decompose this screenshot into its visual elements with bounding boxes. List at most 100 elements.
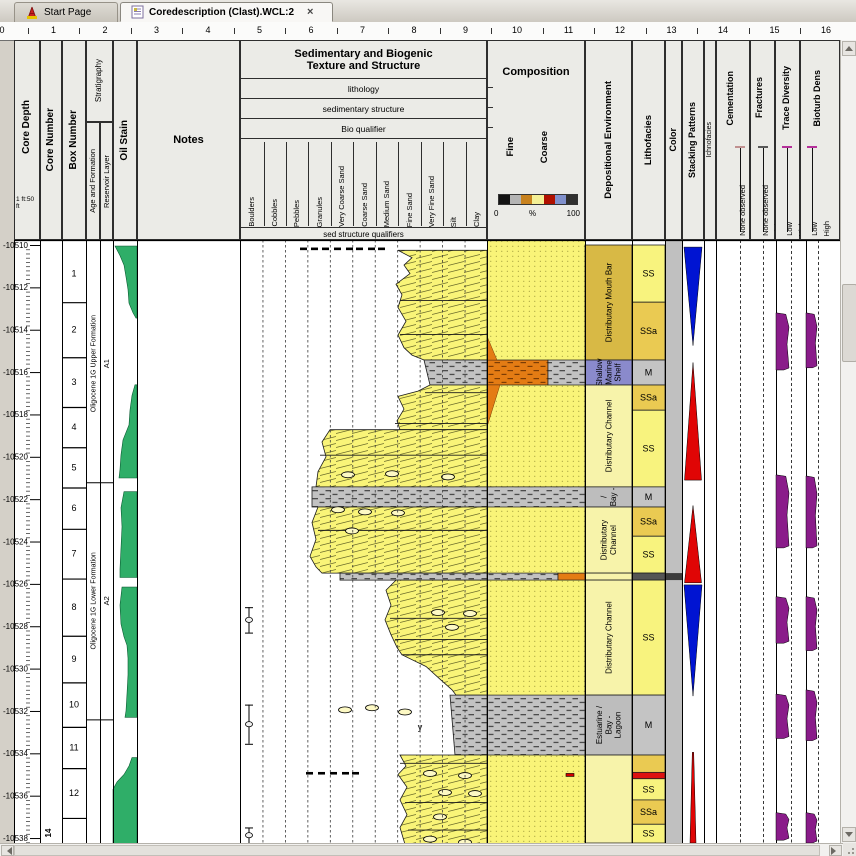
legend-color-swatch [565,195,577,204]
row-sed-structure-qualifiers: sed structure qualifiers [241,227,486,239]
svg-text:-10534: -10534 [3,749,28,758]
ruler-tick [388,28,390,34]
tab-start-page[interactable]: Start Page [14,2,118,22]
svg-text:1: 1 [71,269,76,279]
measure-title: Bioturb Dens [812,69,822,127]
svg-text:M: M [645,368,653,378]
grain-divider [465,142,467,226]
resize-grip[interactable] [843,843,856,856]
svg-text:SS: SS [642,829,654,839]
svg-text:-10524: -10524 [3,537,28,546]
composition-legend [498,194,578,205]
close-icon[interactable]: × [307,6,314,18]
svg-text:SS: SS [642,269,654,279]
texture-header: Sedimentary and Biogenic Texture and Str… [240,40,487,240]
vertical-scrollbar[interactable] [840,40,856,843]
svg-text:SS: SS [642,444,654,454]
grain-size-label: Medium Sand [382,180,391,227]
grain-size-label: Granules [314,196,324,227]
svg-text:A1: A1 [102,359,111,368]
ruler-tick [336,28,338,34]
composition-title: Composition [502,66,570,78]
legend-color-swatch [543,195,555,204]
horizontal-scroll-thumb[interactable] [14,845,820,856]
ruler-number: 13 [666,25,677,35]
grain-divider [420,142,422,226]
svg-text:-10530: -10530 [3,664,28,673]
ruler-number: 6 [308,25,314,35]
svg-text:M: M [645,720,653,730]
ruler-number: 15 [769,25,780,35]
composition-coarse-label: Coarse [539,130,550,164]
grain-divider [308,142,310,226]
measure-axis-label: Low [785,222,794,236]
svg-text:-10512: -10512 [3,283,28,292]
scroll-down-button[interactable] [842,827,856,842]
svg-text:4: 4 [71,422,76,432]
measure-axis-label: High [822,220,831,236]
grain-size-label: Boulders [247,197,257,227]
log-canvas[interactable]: yDistributary Mouth BarShallowMarineShel… [0,240,856,843]
tab-coredescription[interactable]: Coredescription (Clast).WCL:2 × [120,2,333,22]
scroll-up-button[interactable] [842,41,856,56]
svg-text:Distributary Channel: Distributary Channel [604,601,613,674]
svg-text:SS: SS [642,784,654,794]
grain-size-label: Coarse Sand [359,183,369,227]
age-formation-header: Age and Formation [86,122,100,240]
row-sedimentary-structure: sedimentary structure [241,98,486,118]
oil-stain-header: Oil Stain [113,40,137,240]
legend-color-swatch [499,195,511,204]
ruler-number: 4 [205,25,211,35]
svg-text:Distributary Channel: Distributary Channel [604,399,613,472]
svg-text:-10536: -10536 [3,791,28,800]
svg-text:DistributaryChannel: DistributaryChannel [600,520,618,560]
grain-size-label: Pebbles [292,199,302,227]
color-header: Color [665,40,682,240]
svg-text:-10510: -10510 [3,241,28,250]
ichnofacies-header: Ichnofacies [704,40,716,240]
ruler-tick [79,28,81,34]
horizontal-scrollbar[interactable] [0,843,843,856]
derrick-icon [27,6,37,19]
svg-text:12: 12 [69,788,79,798]
lithofacies-track: SS SSa M SSa SS M SSa SS SS M SS SSa SS [631,244,666,843]
row-bio-qualifier: Bio qualifier [241,118,486,138]
ruler-tick [748,28,750,34]
arrow-down-icon [845,832,853,837]
measure-scale-line [787,148,788,232]
svg-text:6: 6 [71,503,76,513]
svg-text:SS: SS [642,550,654,560]
grain-gridlines [262,240,466,843]
svg-text:-10518: -10518 [3,410,28,419]
ruler-number: 0 [0,25,5,35]
arrow-left-icon [3,846,12,855]
svg-text:Estuarine /Bay -Lagoon: Estuarine /Bay -Lagoon [595,705,622,744]
ruler-tick [130,28,132,34]
environment-track: Distributary Mouth Bar ShallowMarineShelf… [584,244,633,843]
ruler-tick [645,28,647,34]
grain-divider [285,142,287,226]
scroll-right-button[interactable] [829,845,842,856]
vertical-scroll-thumb[interactable] [842,284,856,362]
ruler-tick [439,28,441,34]
scroll-left-button[interactable] [1,845,14,856]
lithofacies-header: Lithofacies [632,40,665,240]
horizontal-ruler: 0 1 2 3 4 5 6 7 8 9 10 11 12 13 14 15 16 [0,22,856,41]
svg-text:-10528: -10528 [3,622,28,631]
grain-divider [375,142,377,226]
svg-text:-10520: -10520 [3,453,28,462]
core-number-header: Core Number [40,40,62,240]
ruler-tick [800,28,802,34]
measure-scale-line [812,148,813,232]
svg-text:-10532: -10532 [3,707,28,716]
core-plug-symbols [245,607,253,843]
ruler-tick [594,28,596,34]
grain-divider [398,142,400,226]
notes-header: Notes [137,40,240,240]
composition-track [486,240,586,843]
svg-text:-10514: -10514 [3,326,28,335]
tab-bar: Start Page Coredescription (Clast).WCL:2… [0,0,856,23]
svg-text:ShallowMarineShelf: ShallowMarineShelf [595,358,622,386]
stratigraphy-header: Stratigraphy [86,40,113,122]
